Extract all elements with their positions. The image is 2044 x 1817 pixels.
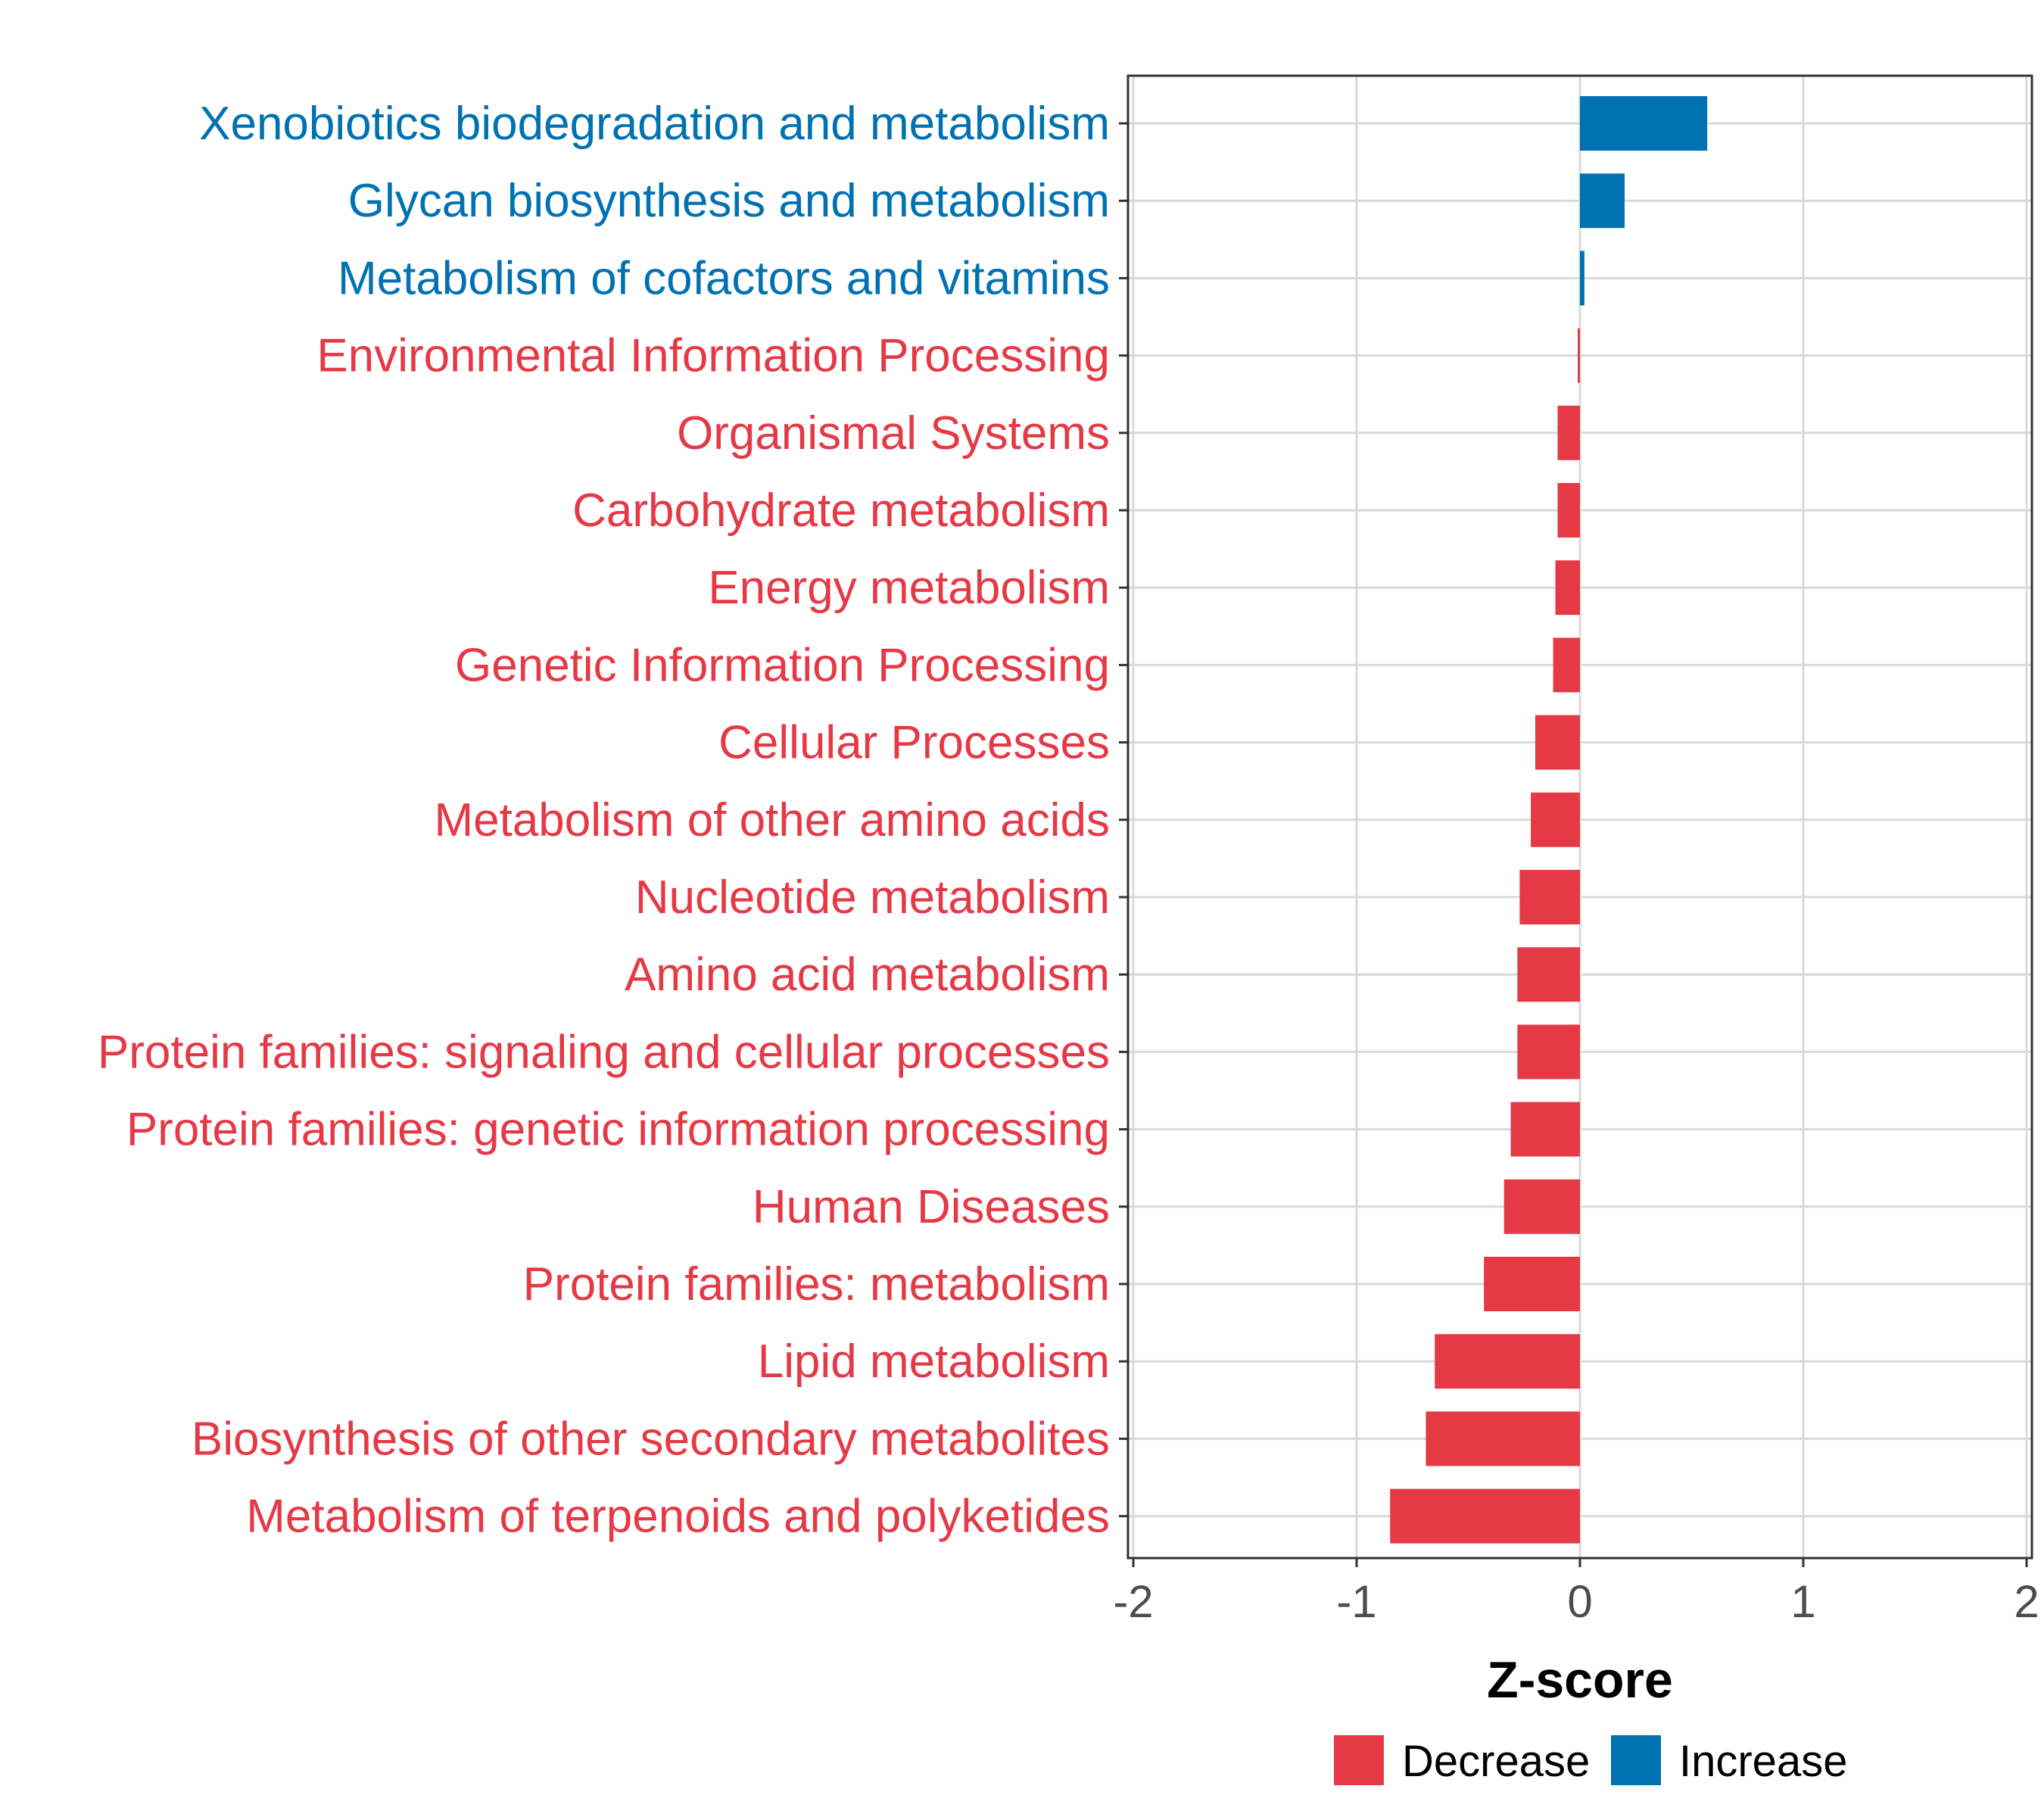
bar-9 — [1531, 792, 1580, 847]
bar-6 — [1555, 560, 1580, 616]
category-label-7: Genetic Information Processing — [455, 639, 1110, 691]
bar-13 — [1510, 1102, 1580, 1157]
category-label-9: Metabolism of other amino acids — [434, 794, 1110, 846]
x-tick-label-1: -1 — [1336, 1576, 1376, 1627]
legend: Decrease Increase — [1334, 1735, 1847, 1786]
category-label-14: Human Diseases — [752, 1181, 1110, 1233]
category-label-8: Cellular Processes — [718, 717, 1110, 769]
category-label-11: Amino acid metabolism — [625, 949, 1110, 1001]
category-label-17: Biosynthesis of other secondary metaboli… — [192, 1413, 1110, 1465]
category-label-13: Protein families: genetic information pr… — [126, 1104, 1110, 1156]
category-label-6: Energy metabolism — [708, 562, 1110, 614]
bar-16 — [1435, 1334, 1580, 1389]
legend-key-increase — [1611, 1735, 1661, 1785]
x-tick-label-0: -2 — [1113, 1576, 1153, 1627]
category-label-12: Protein families: signaling and cellular… — [98, 1026, 1110, 1078]
x-axis-title: Z-score — [1487, 1651, 1673, 1709]
category-label-4: Organismal Systems — [677, 407, 1110, 460]
x-tick-label-2: 0 — [1567, 1576, 1592, 1627]
bar-18 — [1390, 1488, 1580, 1544]
bar-5 — [1557, 483, 1580, 538]
category-labels: Xenobiotics biodegradation and metabolis… — [98, 98, 1128, 1543]
category-label-18: Metabolism of terpenoids and polyketides — [246, 1491, 1110, 1543]
category-label-5: Carbohydrate metabolism — [572, 485, 1110, 537]
legend-label-increase: Increase — [1679, 1737, 1847, 1786]
bar-3 — [1578, 328, 1581, 383]
category-label-10: Nucleotide metabolism — [635, 871, 1110, 924]
bar-8 — [1535, 715, 1580, 770]
bar-2 — [1580, 251, 1584, 306]
x-tick-label-3: 1 — [1790, 1576, 1815, 1627]
category-label-1: Glycan biosynthesis and metabolism — [348, 175, 1110, 227]
x-tick-label-4: 2 — [2014, 1576, 2039, 1627]
bar-10 — [1519, 870, 1580, 924]
bar-14 — [1503, 1179, 1580, 1234]
legend-key-decrease — [1334, 1735, 1384, 1785]
bar-7 — [1553, 637, 1580, 693]
bar-17 — [1426, 1411, 1580, 1466]
category-label-16: Lipid metabolism — [758, 1335, 1110, 1388]
category-label-2: Metabolism of cofactors and vitamins — [338, 252, 1110, 304]
x-axis-ticks: -2 -1 0 1 2 — [1113, 1558, 2039, 1627]
bar-4 — [1557, 405, 1580, 460]
bar-11 — [1517, 947, 1580, 1002]
legend-label-decrease: Decrease — [1402, 1737, 1590, 1786]
bar-12 — [1517, 1024, 1580, 1080]
bar-15 — [1484, 1257, 1580, 1311]
bars — [1390, 96, 1708, 1544]
bar-1 — [1580, 173, 1625, 229]
bar-0 — [1580, 96, 1708, 151]
category-label-3: Environmental Information Processing — [316, 330, 1110, 382]
category-label-0: Xenobiotics biodegradation and metabolis… — [199, 98, 1110, 150]
category-label-15: Protein families: metabolism — [523, 1258, 1110, 1311]
